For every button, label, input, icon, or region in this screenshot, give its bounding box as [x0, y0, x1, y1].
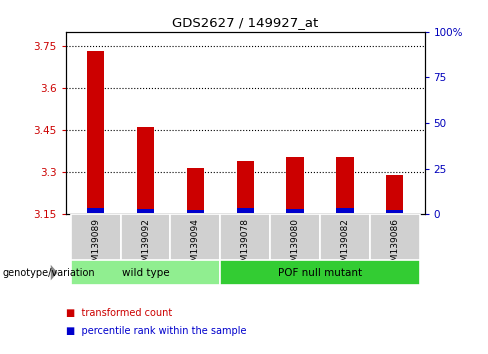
Text: genotype/variation: genotype/variation: [2, 268, 95, 278]
Title: GDS2627 / 149927_at: GDS2627 / 149927_at: [172, 16, 318, 29]
Bar: [286, 209, 304, 213]
Bar: [286, 157, 304, 213]
Text: GSM139092: GSM139092: [141, 218, 150, 273]
Text: GSM139089: GSM139089: [91, 218, 100, 273]
Text: wild type: wild type: [122, 268, 169, 278]
Bar: [170, 214, 220, 260]
Bar: [220, 260, 420, 285]
Bar: [386, 210, 404, 213]
Bar: [121, 214, 170, 260]
Text: ■  transformed count: ■ transformed count: [66, 308, 172, 318]
Text: GSM139082: GSM139082: [340, 218, 349, 273]
Text: GSM139080: GSM139080: [290, 218, 300, 273]
Bar: [87, 51, 104, 213]
Text: GSM139086: GSM139086: [390, 218, 399, 273]
Bar: [386, 175, 404, 213]
Bar: [71, 260, 220, 285]
Bar: [270, 214, 320, 260]
Text: GSM139094: GSM139094: [191, 218, 200, 273]
Text: GSM139078: GSM139078: [241, 218, 250, 273]
Bar: [87, 208, 104, 213]
Bar: [237, 208, 254, 213]
Bar: [137, 127, 154, 213]
Polygon shape: [51, 265, 58, 280]
Text: ■  percentile rank within the sample: ■ percentile rank within the sample: [66, 326, 246, 336]
Bar: [370, 214, 420, 260]
Text: POF null mutant: POF null mutant: [278, 268, 362, 278]
Bar: [320, 214, 370, 260]
Bar: [187, 168, 204, 213]
Bar: [71, 214, 121, 260]
Bar: [137, 209, 154, 213]
Bar: [336, 208, 354, 213]
Bar: [187, 210, 204, 213]
Bar: [220, 214, 270, 260]
Bar: [336, 157, 354, 213]
Bar: [237, 161, 254, 213]
